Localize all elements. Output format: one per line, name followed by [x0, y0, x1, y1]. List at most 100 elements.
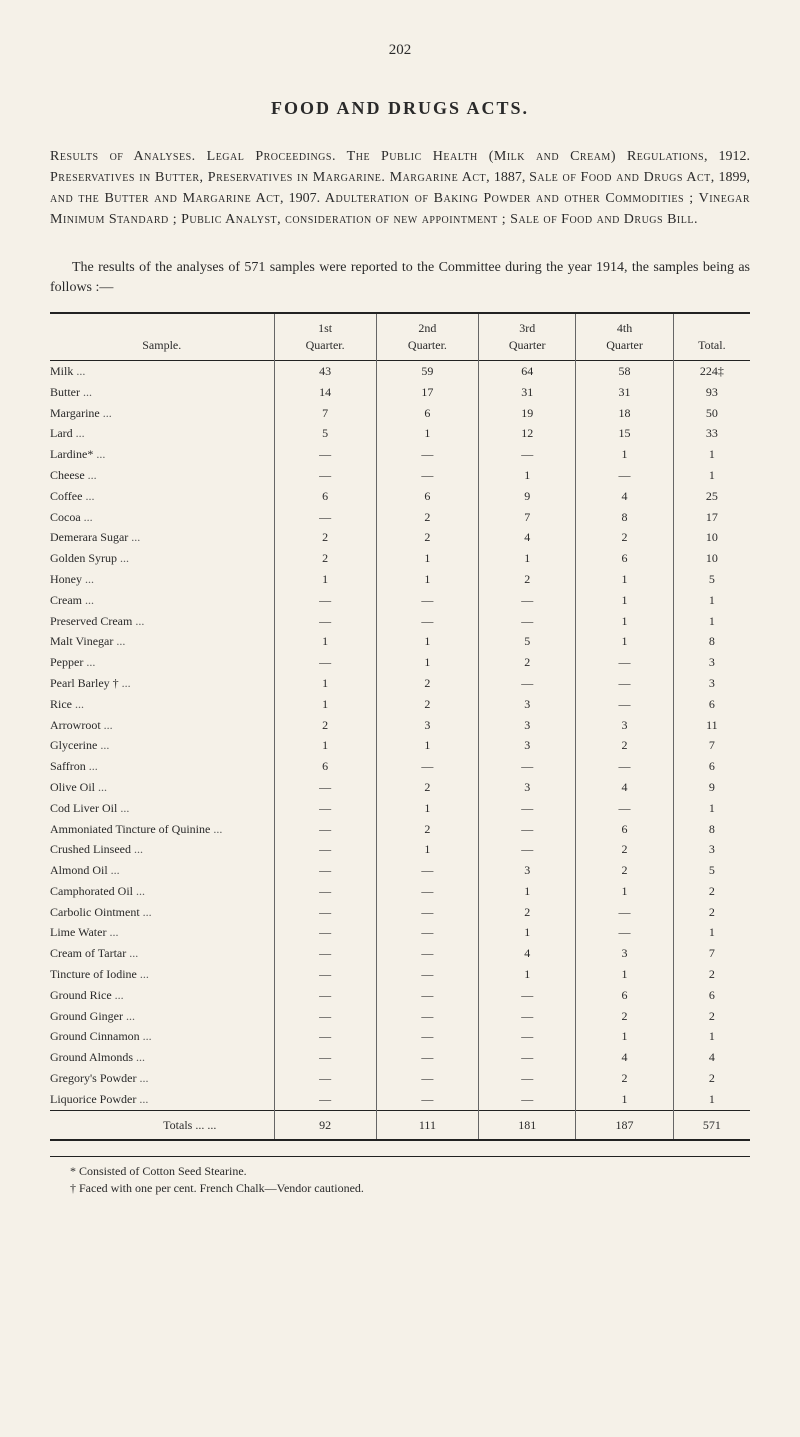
sample-label: Pearl Barley † ... [50, 673, 274, 694]
sample-label: Camphorated Oil ... [50, 881, 274, 902]
cell-total: 1 [673, 444, 750, 465]
cell-total: 1 [673, 1089, 750, 1110]
table-row: Demerara Sugar ...224210 [50, 527, 750, 548]
cell-q3: — [479, 611, 576, 632]
cell-q4: 3 [576, 943, 673, 964]
cell-q4: 1 [576, 964, 673, 985]
cell-total: 1 [673, 922, 750, 943]
sample-label: Ground Almonds ... [50, 1047, 274, 1068]
table-row: Margarine ...76191850 [50, 403, 750, 424]
table-row: Lard ...51121533 [50, 423, 750, 444]
cell-q2: — [376, 1068, 478, 1089]
cell-q1: — [274, 444, 376, 465]
cell-q3: 1 [479, 465, 576, 486]
cell-total: 3 [673, 673, 750, 694]
cell-q2: 2 [376, 777, 478, 798]
sample-label: Cocoa ... [50, 507, 274, 528]
table-row: Glycerine ...11327 [50, 735, 750, 756]
cell-total: 11 [673, 715, 750, 736]
table-row: Liquorice Powder ...———11 [50, 1089, 750, 1110]
cell-q1: 6 [274, 486, 376, 507]
col-q2: 2ndQuarter. [376, 313, 478, 360]
cell-total: 10 [673, 548, 750, 569]
cell-total: 1 [673, 798, 750, 819]
cell-q2: — [376, 444, 478, 465]
col-total: Total. [673, 313, 750, 360]
cell-q4: — [576, 756, 673, 777]
table-row: Preserved Cream ...———11 [50, 611, 750, 632]
table-row: Saffron ...6———6 [50, 756, 750, 777]
cell-q2: — [376, 860, 478, 881]
sample-label: Cod Liver Oil ... [50, 798, 274, 819]
cell-total: 10 [673, 527, 750, 548]
cell-q1: 2 [274, 715, 376, 736]
cell-q4: — [576, 902, 673, 923]
cell-total: 2 [673, 964, 750, 985]
sample-label: Preserved Cream ... [50, 611, 274, 632]
cell-q3: 4 [479, 943, 576, 964]
cell-q2: 1 [376, 652, 478, 673]
table-row: Almond Oil ...——325 [50, 860, 750, 881]
table-row: Butter ...1417313193 [50, 382, 750, 403]
sample-label: Golden Syrup ... [50, 548, 274, 569]
cell-total: 3 [673, 652, 750, 673]
cell-q4: 2 [576, 839, 673, 860]
cell-q4: 6 [576, 548, 673, 569]
table-row: Cream of Tartar ...——437 [50, 943, 750, 964]
table-row: Crushed Linseed ...—1—23 [50, 839, 750, 860]
cell-q4: — [576, 922, 673, 943]
cell-q4: 1 [576, 590, 673, 611]
sample-label: Honey ... [50, 569, 274, 590]
cell-q2: 1 [376, 839, 478, 860]
col-q3: 3rdQuarter [479, 313, 576, 360]
cell-q1: 14 [274, 382, 376, 403]
cell-q1: — [274, 1006, 376, 1027]
cell-q3: 3 [479, 715, 576, 736]
totals-q4: 187 [576, 1110, 673, 1140]
cell-q2: 1 [376, 798, 478, 819]
cell-q4: 58 [576, 360, 673, 381]
table-row: Golden Syrup ...211610 [50, 548, 750, 569]
cell-q1: 2 [274, 527, 376, 548]
sample-label: Ammoniated Tincture of Quinine ... [50, 819, 274, 840]
totals-row: Totals ... ...92111181187571 [50, 1110, 750, 1140]
page-number: 202 [50, 40, 750, 61]
cell-q1: 6 [274, 756, 376, 777]
cell-q1: — [274, 1047, 376, 1068]
cell-q3: 3 [479, 777, 576, 798]
cell-q3: — [479, 1006, 576, 1027]
sample-label: Gregory's Powder ... [50, 1068, 274, 1089]
cell-total: 7 [673, 735, 750, 756]
cell-q1: — [274, 798, 376, 819]
cell-q2: 6 [376, 486, 478, 507]
sample-label: Malt Vinegar ... [50, 631, 274, 652]
cell-q1: — [274, 902, 376, 923]
cell-q3: 1 [479, 881, 576, 902]
cell-q3: — [479, 819, 576, 840]
cell-q3: 31 [479, 382, 576, 403]
sample-label: Tincture of Iodine ... [50, 964, 274, 985]
cell-q2: — [376, 611, 478, 632]
cell-q2: 17 [376, 382, 478, 403]
cell-q4: 8 [576, 507, 673, 528]
cell-q2: 2 [376, 527, 478, 548]
cell-q1: — [274, 465, 376, 486]
sample-label: Lardine* ... [50, 444, 274, 465]
cell-q4: 1 [576, 1089, 673, 1110]
cell-q4: 6 [576, 985, 673, 1006]
cell-q3: 5 [479, 631, 576, 652]
table-row: Lime Water ...——1—1 [50, 922, 750, 943]
cell-q1: 1 [274, 631, 376, 652]
cell-q3: — [479, 590, 576, 611]
col-sample: Sample. [50, 313, 274, 360]
cell-q1: 5 [274, 423, 376, 444]
cell-q4: 3 [576, 715, 673, 736]
table-row: Pepper ...—12—3 [50, 652, 750, 673]
cell-total: 224‡ [673, 360, 750, 381]
table-row: Coffee ...669425 [50, 486, 750, 507]
cell-q4: 2 [576, 1006, 673, 1027]
table-row: Malt Vinegar ...11518 [50, 631, 750, 652]
cell-q2: 2 [376, 673, 478, 694]
cell-q1: — [274, 1089, 376, 1110]
sample-label: Olive Oil ... [50, 777, 274, 798]
